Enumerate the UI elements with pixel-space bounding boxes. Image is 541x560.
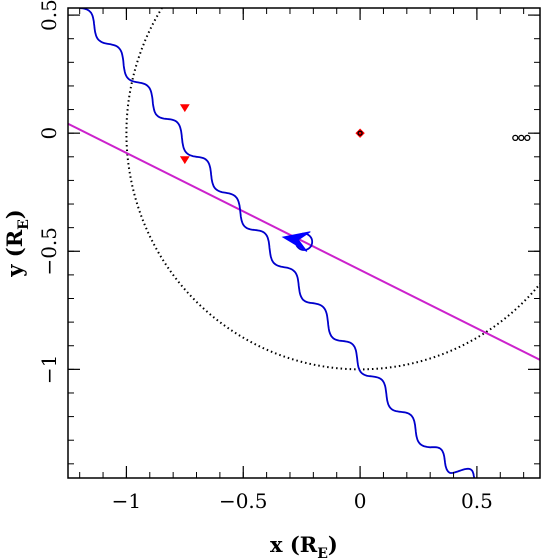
plot-area — [68, 8, 540, 478]
lens-point-0 — [357, 130, 363, 136]
x-tick-label: 0 — [354, 489, 367, 513]
x-axis-label-subscript: E — [317, 546, 328, 560]
x-axis-label: x (RE) — [270, 532, 338, 560]
y-axis-label-main: y (R — [2, 229, 27, 277]
plot-frame — [67, 7, 541, 479]
x-tick-label: −1 — [112, 489, 141, 513]
y-axis-label-close: ) — [2, 209, 27, 219]
x-tick-label: 0.5 — [461, 489, 493, 513]
caustic-0 — [179, 104, 190, 113]
caustic-2 — [355, 128, 365, 138]
binary-axis-line — [68, 122, 540, 361]
y-axis-label: y (RE) — [2, 209, 32, 278]
lens-point-2 — [518, 134, 525, 142]
lens-point-3 — [524, 134, 531, 142]
y-axis-label-subscript: E — [16, 219, 32, 230]
direction-arrow — [281, 231, 311, 252]
y-tick-label: −0.5 — [37, 227, 61, 276]
x-axis-label-main: x (R — [270, 532, 318, 557]
caustic-1 — [179, 156, 190, 165]
y-tick-label: −1 — [37, 355, 61, 384]
lens-point-1 — [512, 134, 519, 142]
x-axis-label-close: ) — [328, 532, 338, 557]
axes-ticks: −1 −0.5 0 0.5 0.5 0 −0.5 −1 — [37, 0, 540, 513]
source-trajectory — [79, 8, 477, 478]
x-tick-label: −0.5 — [219, 489, 268, 513]
y-tick-label: 0 — [37, 127, 61, 140]
y-tick-label: 0.5 — [37, 0, 61, 31]
